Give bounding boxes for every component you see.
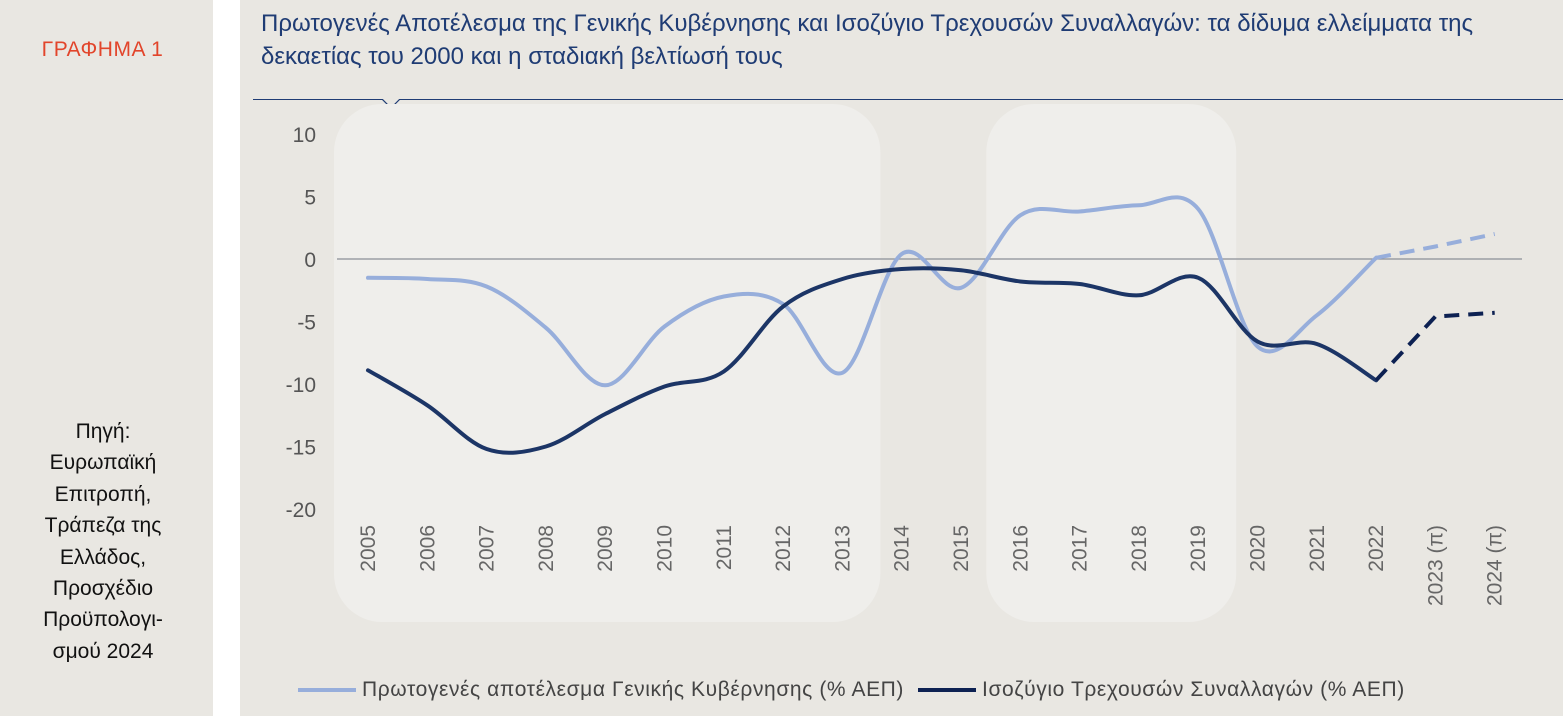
x-tick-label: 2017 bbox=[1069, 525, 1092, 572]
legend-item-current-account: Ισοζύγιο Τρεχουσών Συναλλαγών (% ΑΕΠ) bbox=[918, 678, 1405, 702]
figure-label: ΓΡΑΦΗΜΑ 1 bbox=[41, 38, 164, 61]
source-line: Επιτροπή, bbox=[54, 482, 152, 506]
left-panel: ΓΡΑΦΗΜΑ 1 Πηγή: Ευρωπαϊκή Επιτροπή, Τράπ… bbox=[0, 0, 213, 716]
x-tick-label: 2023 (π) bbox=[1424, 525, 1447, 606]
highlight-bands bbox=[334, 104, 1237, 622]
x-tick-label: 2014 bbox=[891, 525, 914, 572]
x-tick-label: 2007 bbox=[476, 525, 499, 572]
title-divider bbox=[253, 99, 1563, 100]
x-tick-label: 2016 bbox=[1009, 525, 1032, 572]
source-line: Ευρωπαϊκή bbox=[49, 451, 157, 475]
x-tick-label: 2012 bbox=[772, 525, 795, 572]
series-line-current-account bbox=[366, 266, 1379, 455]
source-line: Πηγή: bbox=[75, 420, 131, 443]
highlight-band bbox=[986, 104, 1237, 622]
highlight-band bbox=[334, 104, 881, 622]
source-note: Πηγή: Ευρωπαϊκή Επιτροπή, Τράπεζα της Ελ… bbox=[18, 416, 188, 667]
source-line: Προϋπολογι- bbox=[43, 608, 163, 632]
y-tick-label: 5 bbox=[304, 187, 316, 210]
x-tick-label: 2011 bbox=[713, 525, 736, 570]
x-tick-label: 2013 bbox=[831, 525, 854, 572]
legend-item-primary-balance: Πρωτογενές αποτέλεσμα Γενικής Κυβέρνησης… bbox=[298, 678, 904, 702]
x-tick-label: 2006 bbox=[416, 525, 439, 572]
y-tick-label: -10 bbox=[286, 374, 316, 397]
legend-swatch-primary-balance bbox=[298, 688, 356, 692]
x-tick-label: 2010 bbox=[654, 525, 677, 572]
y-tick-label: -15 bbox=[286, 437, 316, 460]
x-axis: 2005 2006 2007 2008 2009 2010 2011 2012 2013 2014… bbox=[357, 525, 1507, 606]
series-current-account bbox=[366, 266, 1495, 455]
legend: Πρωτογενές αποτέλεσμα Γενικής Κυβέρνησης… bbox=[298, 677, 1419, 703]
y-tick-label: -5 bbox=[297, 312, 316, 335]
x-tick-label: 2019 bbox=[1187, 525, 1210, 572]
legend-swatch-current-account bbox=[918, 688, 977, 692]
legend-label: Ισοζύγιο Τρεχουσών Συναλλαγών (% ΑΕΠ) bbox=[982, 678, 1405, 701]
x-tick-label: 2009 bbox=[594, 525, 617, 572]
x-tick-label: 2015 bbox=[950, 525, 973, 572]
y-tick-label: 0 bbox=[304, 249, 316, 272]
projection-line-primary-balance bbox=[1375, 232, 1496, 260]
y-tick-label: 10 bbox=[293, 124, 316, 147]
x-tick-label: 2008 bbox=[535, 525, 558, 572]
source-line: Τράπεζα της bbox=[44, 514, 162, 538]
source-line: σμού 2024 bbox=[52, 639, 154, 663]
x-tick-label: 2005 bbox=[357, 525, 380, 572]
x-tick-label: 2020 bbox=[1247, 525, 1270, 572]
chart-title: Πρωτογενές Αποτέλεσμα της Γενικής Κυβέρν… bbox=[261, 10, 1474, 70]
y-tick-label: -20 bbox=[286, 499, 316, 522]
legend-label: Πρωτογενές αποτέλεσμα Γενικής Κυβέρνησης… bbox=[362, 678, 905, 701]
y-axis: 10 5 0 -5 -10 -15 -20 bbox=[286, 124, 316, 522]
source-line: Προσχέδιο bbox=[52, 577, 154, 601]
source-line: Ελλάδος, bbox=[59, 545, 147, 569]
x-tick-label: 2018 bbox=[1128, 525, 1151, 572]
projection-line-current-account bbox=[1374, 310, 1495, 382]
x-tick-label: 2022 bbox=[1365, 525, 1388, 572]
x-tick-label: 2024 (π) bbox=[1484, 525, 1507, 606]
x-tick-label: 2021 bbox=[1306, 525, 1329, 572]
